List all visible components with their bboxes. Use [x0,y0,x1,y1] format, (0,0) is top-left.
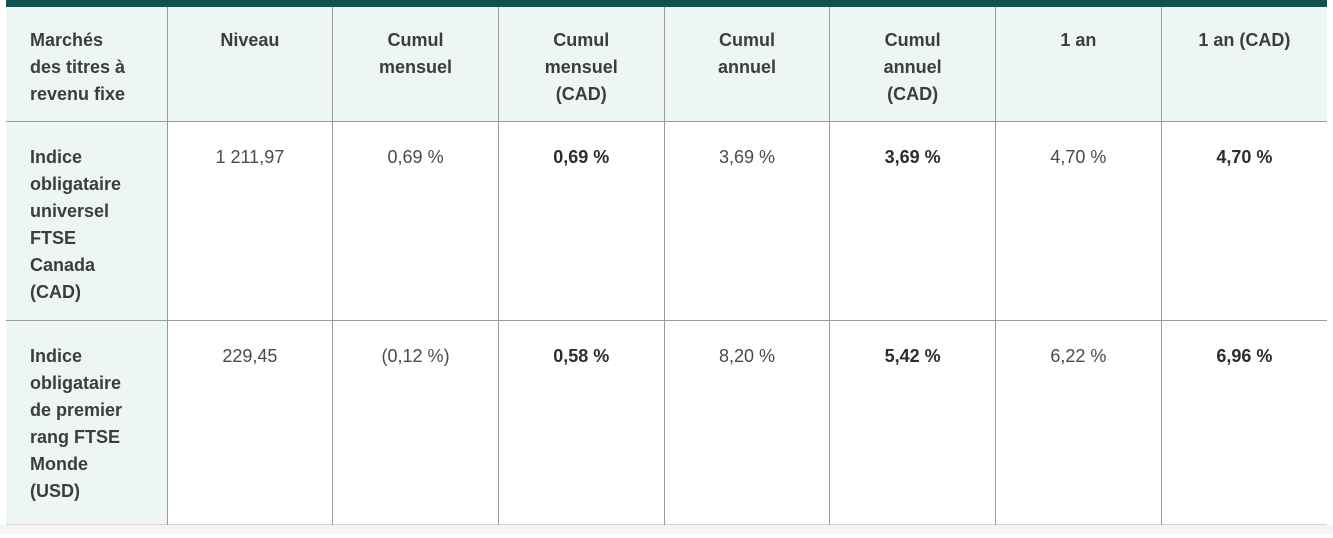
column-header-cumul-mensuel: Cumul mensuel [332,3,499,122]
row-label-indice-universel-ftse-canada: Indice obligataire universel FTSE Canada… [6,121,168,321]
cell-cumul-annuel-cad: 3,69 % [829,121,997,321]
row-label-indice-premier-rang-ftse-monde: Indice obligataire de premier rang FTSE … [6,320,168,525]
page-background-strip [0,525,1333,534]
column-header-marches-titres-revenu-fixe: Marchés des titres à revenu fixe [6,3,168,122]
column-header-1-an: 1 an [995,3,1162,122]
cell-niveau: 1 211,97 [167,121,334,321]
cell-cumul-mensuel: 0,69 % [332,121,499,321]
cell-cumul-annuel: 3,69 % [664,121,831,321]
cell-1-an: 6,22 % [995,320,1162,525]
cell-niveau: 229,45 [167,320,334,525]
cell-cumul-annuel-cad: 5,42 % [829,320,997,525]
column-header-cumul-mensuel-cad: Cumul mensuel (CAD) [498,3,665,122]
column-header-niveau: Niveau [167,3,334,122]
cell-cumul-mensuel: (0,12 %) [332,320,499,525]
column-header-1-an-cad: 1 an (CAD) [1161,3,1327,122]
table-row-ftse-monde: Indice obligataire de premier rang FTSE … [6,320,1327,525]
column-header-cumul-annuel-cad: Cumul annuel (CAD) [829,3,997,122]
table-row-ftse-canada: Indice obligataire universel FTSE Canada… [6,121,1327,321]
cell-cumul-mensuel-cad: 0,58 % [498,320,665,525]
cell-cumul-annuel: 8,20 % [664,320,831,525]
column-header-cumul-annuel: Cumul annuel [664,3,831,122]
fixed-income-returns-table: Marchés des titres à revenu fixe Niveau … [6,0,1327,525]
cell-1-an-cad: 6,96 % [1161,320,1327,525]
header-row: Marchés des titres à revenu fixe Niveau … [6,3,1327,122]
cell-cumul-mensuel-cad: 0,69 % [498,121,665,321]
cell-1-an-cad: 4,70 % [1161,121,1327,321]
cell-1-an: 4,70 % [995,121,1162,321]
